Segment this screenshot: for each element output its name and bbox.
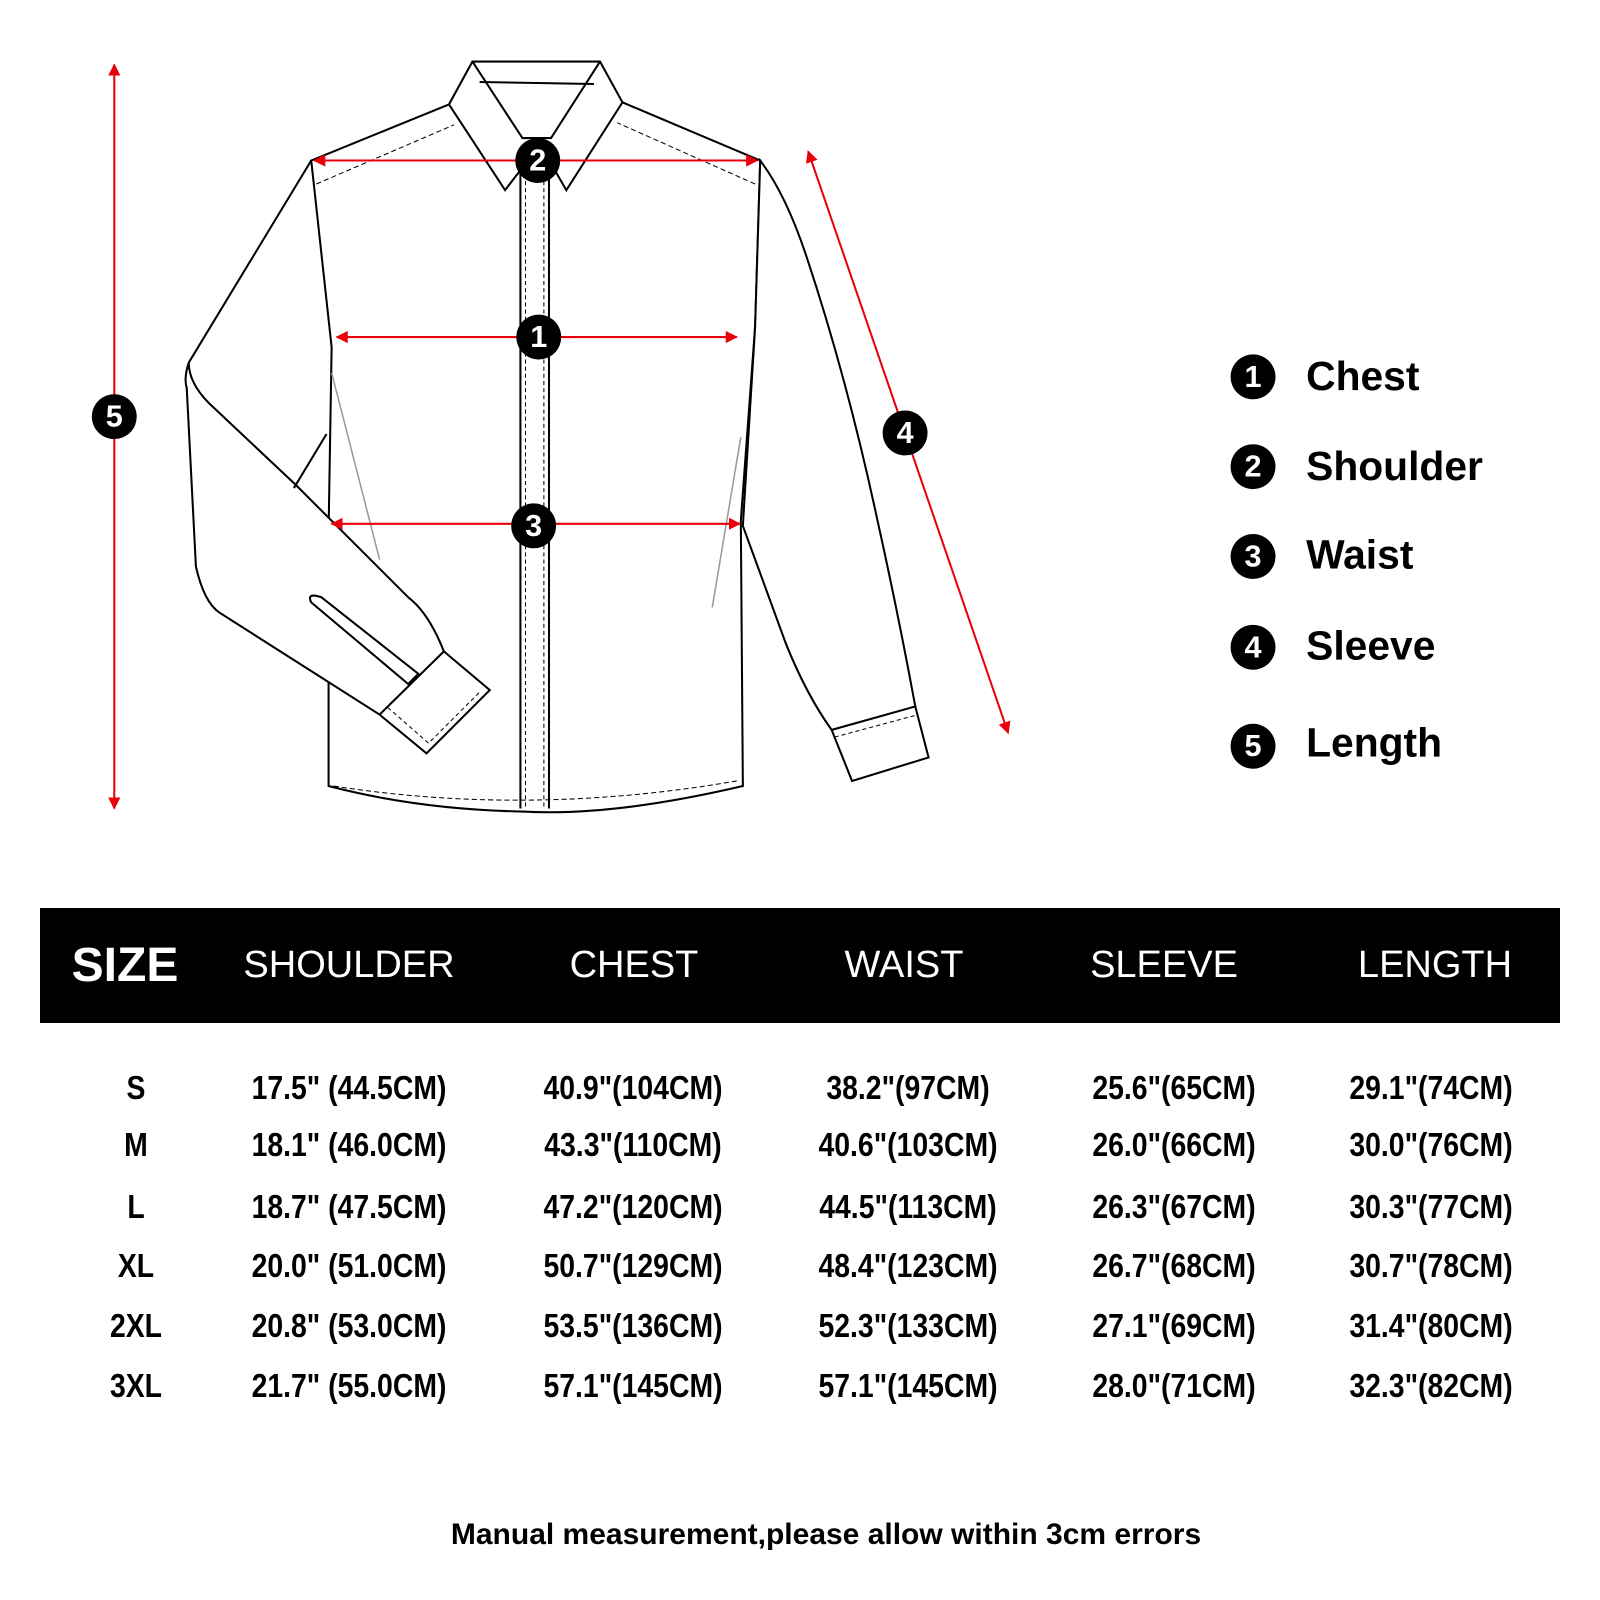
measurement-markers: 1 2 3 4 5 (91, 138, 928, 549)
cell-waist: 48.4"(123CM) (818, 1247, 998, 1284)
legend: 1 Chest 2 Shoulder 3 Waist 4 Sleeve 5 Length (1230, 353, 1483, 769)
cell-sleeve: 25.6"(65CM) (1092, 1069, 1256, 1106)
cell-length: 29.1"(74CM) (1349, 1069, 1513, 1106)
cell-size: S (126, 1069, 146, 1106)
header-size: SIZE (71, 939, 179, 992)
cell-waist: 40.6"(103CM) (818, 1126, 998, 1163)
cell-shoulder: 17.5" (44.5CM) (251, 1069, 447, 1106)
cell-size: XL (117, 1247, 155, 1284)
svg-text:1: 1 (530, 320, 547, 354)
header-shoulder: SHOULDER (243, 944, 455, 986)
cell-size: 3XL (109, 1367, 163, 1404)
svg-text:2: 2 (1245, 450, 1262, 484)
cell-chest: 50.7"(129CM) (543, 1247, 723, 1284)
header-length: LENGTH (1357, 944, 1513, 986)
cell-length: 32.3"(82CM) (1349, 1367, 1513, 1404)
cell-sleeve: 27.1"(69CM) (1092, 1307, 1256, 1344)
cell-shoulder: 20.8" (53.0CM) (251, 1307, 447, 1344)
svg-text:2: 2 (529, 144, 546, 178)
cell-sleeve: 26.3"(67CM) (1092, 1188, 1256, 1225)
cell-waist: 52.3"(133CM) (818, 1307, 998, 1344)
footer-note: Manual measurement,please allow within 3… (450, 1518, 1202, 1551)
svg-text:Sleeve: Sleeve (1306, 623, 1435, 669)
header-waist: WAIST (844, 944, 964, 986)
legend-item-shoulder: 2 Shoulder (1230, 443, 1483, 490)
cell-shoulder: 18.1" (46.0CM) (251, 1126, 447, 1163)
cell-chest: 53.5"(136CM) (543, 1307, 723, 1344)
svg-text:Chest: Chest (1306, 353, 1420, 399)
svg-text:3: 3 (1245, 539, 1262, 573)
cell-waist: 38.2"(97CM) (826, 1069, 990, 1106)
cell-length: 31.4"(80CM) (1349, 1307, 1513, 1344)
cell-sleeve: 28.0"(71CM) (1092, 1367, 1256, 1404)
cell-sleeve: 26.0"(66CM) (1092, 1126, 1256, 1163)
header-chest: CHEST (569, 944, 699, 986)
svg-text:1: 1 (1245, 360, 1262, 394)
cell-shoulder: 21.7" (55.0CM) (251, 1367, 447, 1404)
svg-text:5: 5 (106, 400, 123, 434)
legend-item-waist: 3 Waist (1230, 532, 1414, 579)
marker-1: 1 (516, 314, 562, 360)
header-sleeve: SLEEVE (1090, 944, 1238, 986)
marker-4: 4 (882, 410, 928, 456)
svg-text:Shoulder: Shoulder (1306, 443, 1483, 489)
legend-item-sleeve: 4 Sleeve (1230, 623, 1435, 670)
cell-shoulder: 18.7" (47.5CM) (251, 1188, 447, 1225)
cell-chest: 47.2"(120CM) (543, 1188, 723, 1225)
cell-length: 30.7"(78CM) (1349, 1247, 1513, 1284)
legend-item-chest: 1 Chest (1230, 353, 1420, 400)
cell-chest: 43.3"(110CM) (544, 1126, 722, 1163)
marker-5: 5 (91, 394, 137, 440)
shirt-diagram: 1 2 3 4 5 1 Chest 2 Shoulder 3 Waist 4 Sleev… (91, 60, 1483, 814)
cell-chest: 57.1"(145CM) (543, 1367, 723, 1404)
shirt-outline (184, 60, 930, 814)
svg-text:3: 3 (525, 509, 542, 543)
cell-chest: 40.9"(104CM) (543, 1069, 723, 1106)
legend-item-length: 5 Length (1230, 719, 1442, 769)
cell-length: 30.0"(76CM) (1349, 1126, 1513, 1163)
table-header: SIZE SHOULDER CHEST WAIST SLEEVE LENGTH (40, 908, 1560, 1023)
cell-waist: 57.1"(145CM) (818, 1367, 998, 1404)
svg-text:Length: Length (1306, 719, 1442, 765)
cell-size: L (127, 1188, 145, 1225)
cell-size: 2XL (109, 1307, 163, 1344)
cell-shoulder: 20.0" (51.0CM) (251, 1247, 447, 1284)
marker-3: 3 (511, 503, 557, 549)
svg-text:4: 4 (1245, 630, 1262, 664)
cell-waist: 44.5"(113CM) (819, 1188, 997, 1225)
svg-text:4: 4 (897, 416, 914, 450)
cell-size: M (124, 1126, 148, 1163)
cell-sleeve: 26.7"(68CM) (1092, 1247, 1256, 1284)
svg-text:Waist: Waist (1306, 532, 1414, 578)
marker-2: 2 (515, 138, 561, 183)
cell-length: 30.3"(77CM) (1349, 1188, 1513, 1225)
svg-text:5: 5 (1245, 729, 1262, 763)
